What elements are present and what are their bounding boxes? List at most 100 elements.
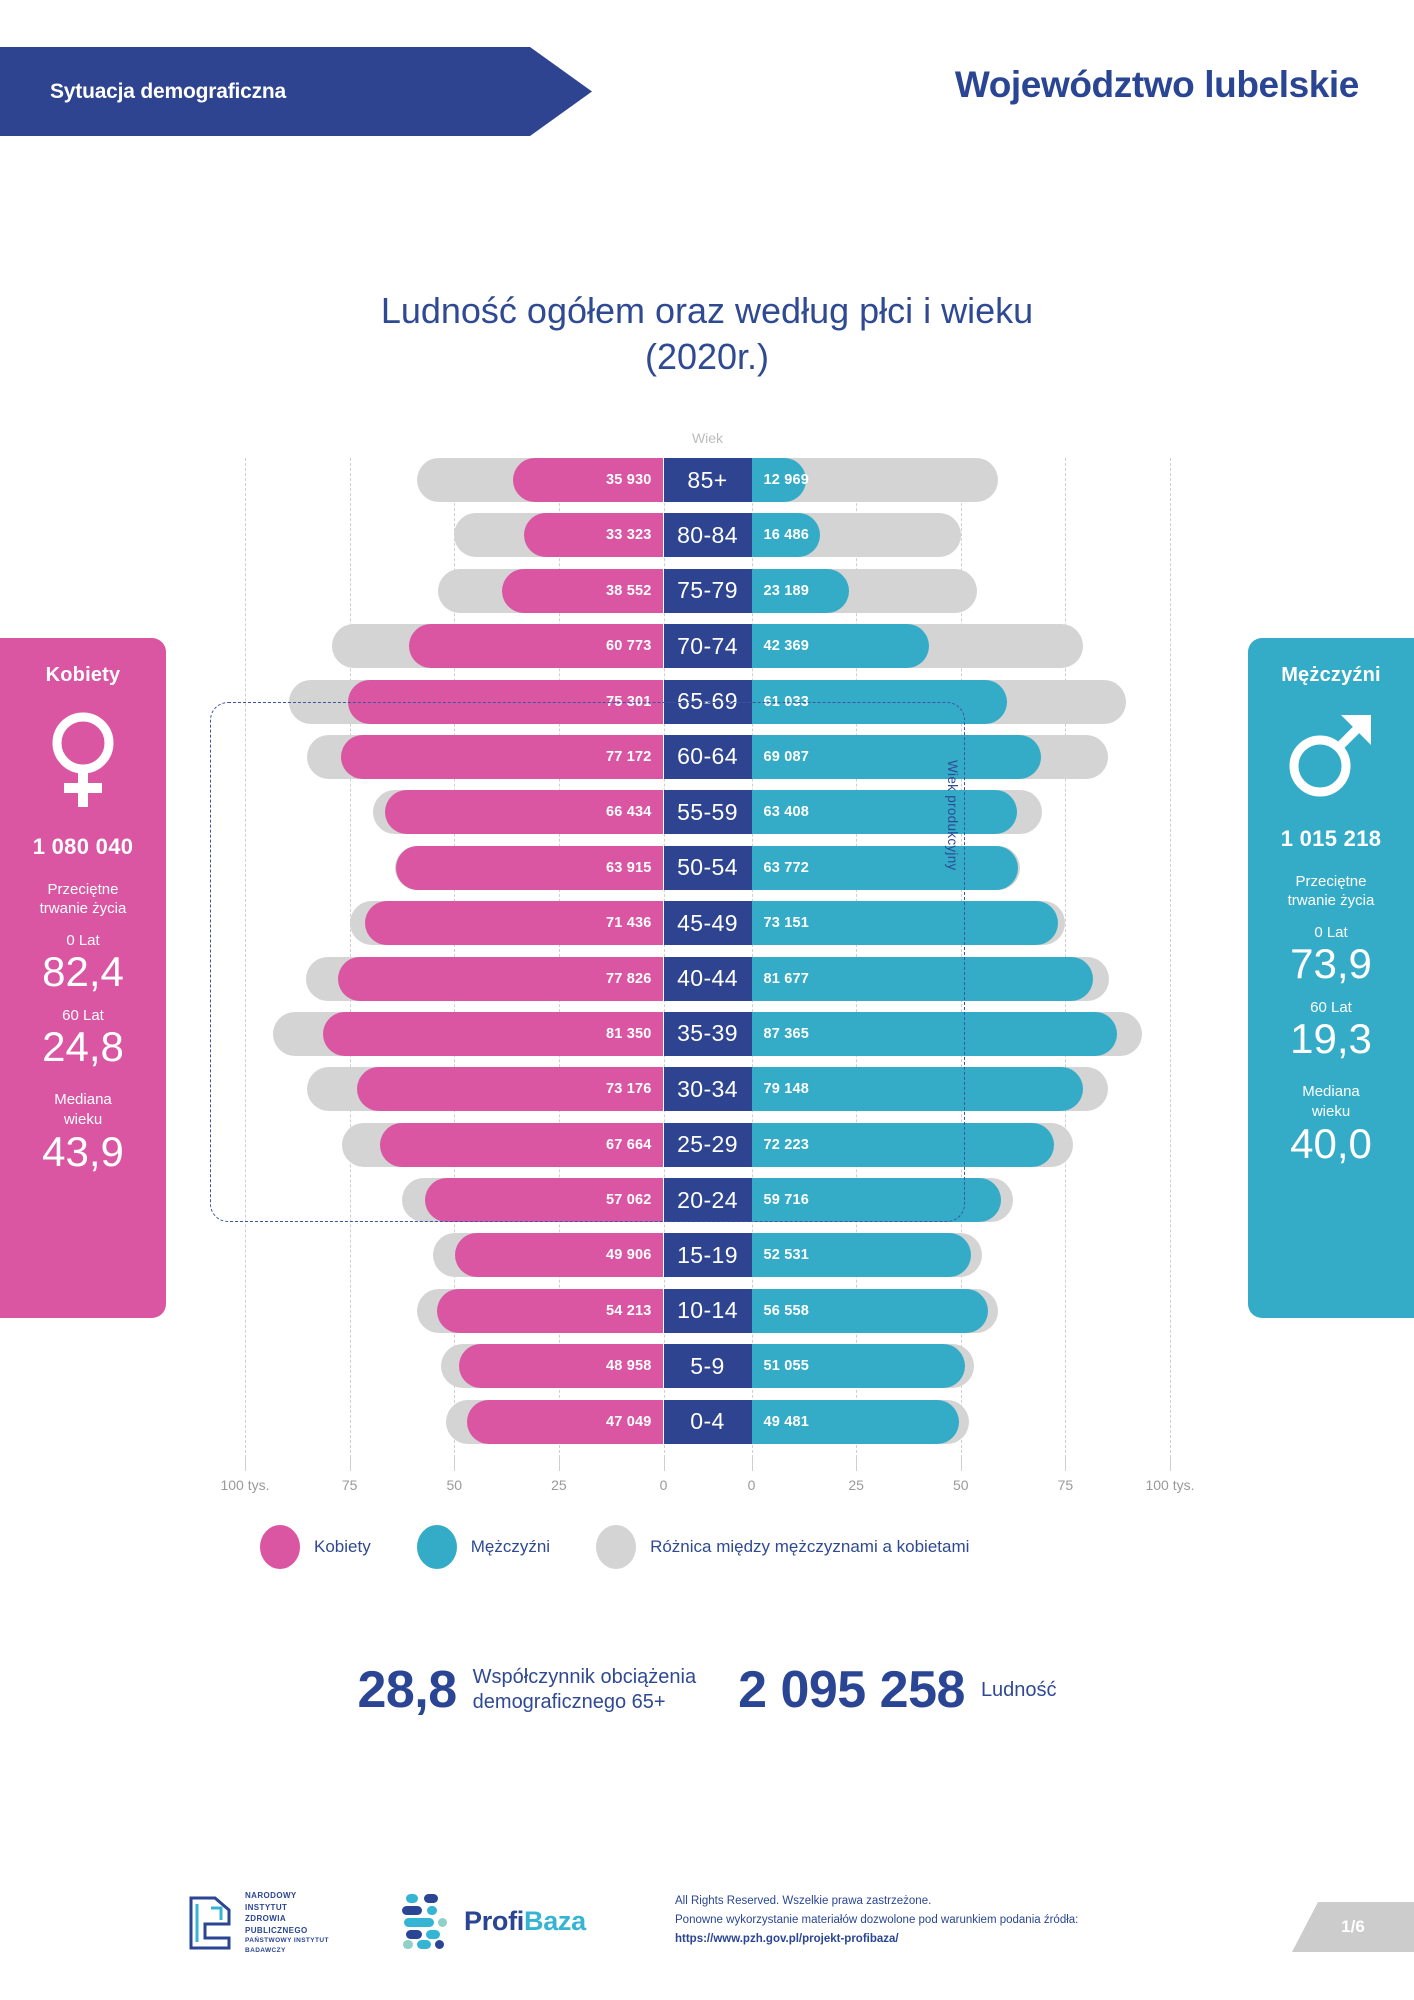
- age-group-label: 0-4: [663, 1399, 752, 1444]
- women-median-label: Mediana wieku: [54, 1091, 112, 1128]
- men-bar: [751, 513, 821, 558]
- productive-age-label: Wiek produkcyjny: [945, 759, 960, 871]
- women-bar: [458, 1344, 664, 1389]
- women-value-label: 35 930: [605, 472, 652, 488]
- rights-link[interactable]: https://www.pzh.gov.pl/projekt-profibaza…: [675, 1932, 899, 1945]
- chart-title-line2: (2020r.): [644, 336, 770, 378]
- pyramid-row: 60-64 77 172 69 087: [245, 734, 1170, 779]
- women-bar: [337, 956, 664, 1001]
- men-value-label: 81 677: [763, 970, 810, 987]
- age-group-label: 25-29: [663, 1122, 752, 1167]
- women-value-label: 47 049: [605, 1413, 652, 1430]
- pzh-line3: ZDROWIA: [245, 1914, 287, 1924]
- men-bar: [751, 790, 1017, 835]
- men-value-label: 61 033: [763, 693, 810, 710]
- legend-item: Kobiety: [260, 1525, 371, 1569]
- profibaza-wordmark: ProfiBaza: [464, 1906, 586, 1937]
- pyramid-row: 65-69 75 301 61 033: [245, 679, 1170, 724]
- chart-x-axis: 100 tys. 75 50 25 0 0 25 50 75 100 tys.: [220, 1455, 1195, 1495]
- age-group-label: 50-54: [663, 845, 752, 890]
- women-value-label: 57 062: [605, 1192, 652, 1209]
- men-age0-label: 0 Lat: [1314, 924, 1348, 942]
- axis-tick-label: 25: [551, 1477, 567, 1493]
- men-median-value: 40,0: [1290, 1119, 1372, 1167]
- men-age60-label: 60 Lat: [1310, 999, 1352, 1017]
- age-axis-label: Wiek: [691, 430, 724, 446]
- women-value-label: 54 213: [605, 1302, 652, 1319]
- pyramid-row: 55-59 66 434 63 408: [245, 790, 1170, 835]
- axis-tick-label: 100 tys.: [220, 1477, 270, 1493]
- women-bar: [436, 1288, 664, 1333]
- women-bar: [364, 901, 664, 946]
- men-value-label: 69 087: [763, 748, 810, 765]
- women-value-label: 33 323: [605, 527, 652, 544]
- women-bar: [340, 734, 664, 779]
- age-group-label: 30-34: [663, 1067, 752, 1112]
- axis-tick: [349, 1455, 351, 1471]
- women-value-label: 48 958: [605, 1358, 652, 1375]
- legend-label: Mężczyźni: [470, 1537, 551, 1556]
- women-value-label: 75 301: [605, 693, 652, 710]
- men-value-label: 63 772: [763, 859, 810, 876]
- legend-label: Różnica między mężczyznami a kobietami: [650, 1537, 970, 1556]
- profibaza-word-a: Profi: [464, 1905, 525, 1936]
- pzh-line5: PAŃSTWOWY INSTYTUT: [245, 1937, 329, 1945]
- men-bar: [751, 956, 1094, 1001]
- pzh-mark-icon: [189, 1896, 231, 1950]
- men-age0-value: 73,9: [1290, 940, 1372, 988]
- pyramid-row: 20-24 57 062 59 716: [245, 1178, 1170, 1223]
- age-group-label: 40-44: [663, 956, 752, 1001]
- men-bar: [751, 458, 806, 502]
- women-bar: [524, 513, 664, 558]
- profibaza-word-b: Baza: [524, 1905, 586, 1936]
- pzh-logo: NARODOWY INSTYTUT ZDROWIA PUBLICZNEGO PA…: [185, 1890, 329, 1955]
- pyramid-row: 35-39 81 350 87 365: [245, 1011, 1170, 1056]
- men-age60-value: 19,3: [1290, 1015, 1372, 1063]
- pyramid-rows: 85+ 35 930 12 969 80-84 33 323 16 486 75-79 38 …: [245, 458, 1170, 1455]
- women-age0-label: 0 Lat: [66, 932, 100, 950]
- women-bar: [409, 624, 664, 669]
- men-total: 1 015 218: [1280, 826, 1382, 851]
- pyramid-row: 10-14 54 213 56 558: [245, 1288, 1170, 1333]
- age-group-label: 5-9: [663, 1344, 752, 1389]
- axis-tick: [663, 1455, 665, 1471]
- legend-swatch: [416, 1525, 457, 1569]
- women-value-label: 49 906: [605, 1247, 652, 1264]
- age-group-label: 45-49: [663, 901, 752, 946]
- women-value-label: 63 915: [605, 859, 652, 876]
- men-bar: [751, 1122, 1054, 1167]
- axis-tick-label: 0: [659, 1477, 668, 1493]
- men-value-label: 79 148: [763, 1081, 810, 1098]
- men-bar: [751, 901, 1058, 946]
- age-group-label: 85+: [663, 458, 752, 502]
- axis-tick: [1170, 1455, 1171, 1471]
- kpi-population-label: Ludność: [980, 1678, 1057, 1701]
- women-bar: [396, 845, 664, 890]
- men-life-expectancy-label: Przeciętne trwanie życia: [1287, 873, 1375, 910]
- age-group-label: 80-84: [663, 513, 752, 558]
- men-bar: [751, 1288, 989, 1333]
- rights-line1: All Rights Reserved. Wszelkie prawa zast…: [675, 1895, 932, 1907]
- men-value-label: 72 223: [763, 1136, 810, 1153]
- men-bar: [751, 624, 929, 669]
- pyramid-row: 0-4 47 049 49 481: [245, 1399, 1170, 1444]
- women-bar: [466, 1399, 664, 1444]
- profibaza-mark-icon: [402, 1894, 447, 1949]
- kpi-row: 28,8 Współczynnik obciążenia demograficz…: [0, 1660, 1414, 1720]
- axis-tick: [454, 1455, 456, 1471]
- women-bar: [502, 568, 664, 613]
- pyramid-row: 80-84 33 323 16 486: [245, 513, 1170, 558]
- women-bar: [348, 679, 664, 724]
- kpi-dependency-label-line2: demograficznego 65+: [472, 1691, 666, 1713]
- rights-line2: Ponowne wykorzystanie materiałów dozwolo…: [675, 1913, 1079, 1926]
- axis-tick: [245, 1455, 246, 1471]
- women-bar: [385, 790, 664, 835]
- legend-item: Różnica między mężczyznami a kobietami: [596, 1525, 969, 1569]
- kpi-dependency-value: 28,8: [357, 1661, 457, 1719]
- page-header: Sytuacja demograficzna Województwo lubel…: [0, 0, 1414, 170]
- pyramid-row: 15-19 49 906 52 531: [245, 1233, 1170, 1278]
- mars-icon: [1285, 709, 1377, 806]
- venus-icon: [44, 709, 122, 814]
- pyramid-row: 75-79 38 552 23 189: [245, 568, 1170, 613]
- age-group-label: 65-69: [663, 679, 752, 724]
